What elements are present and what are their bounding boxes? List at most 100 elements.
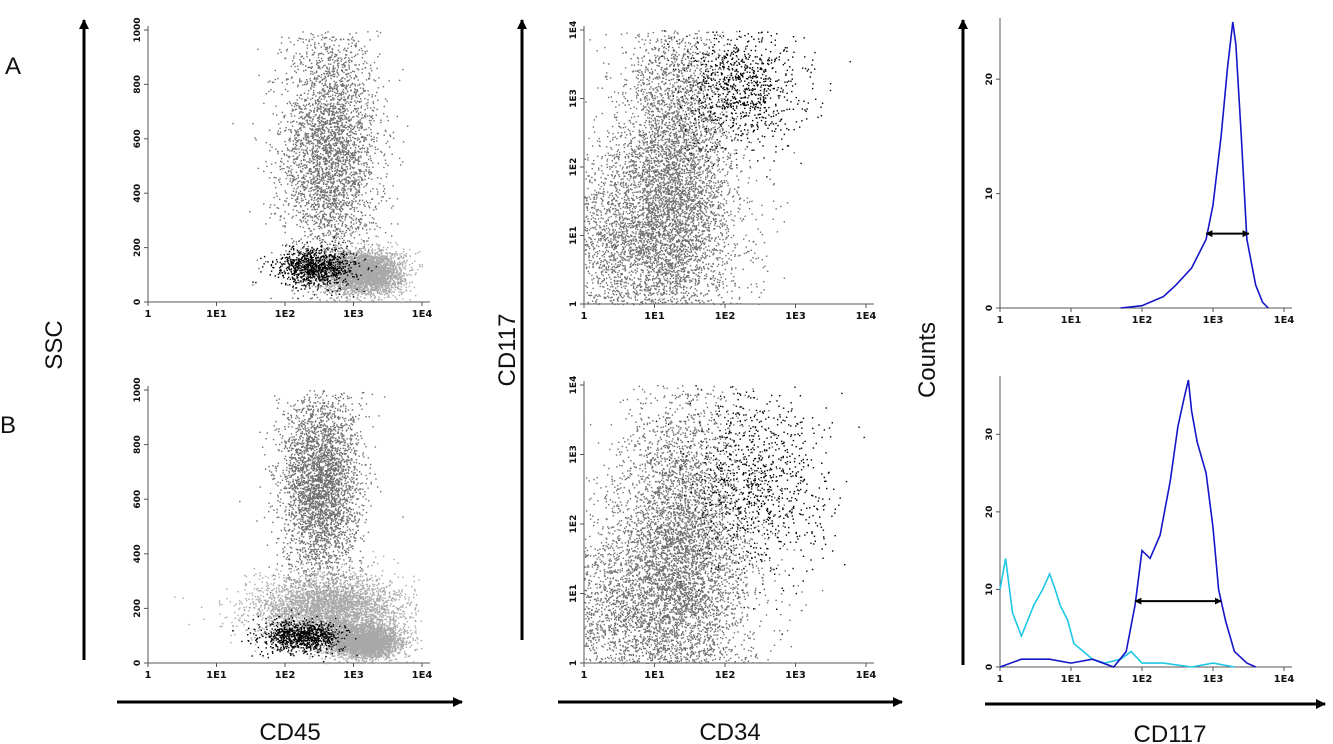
scatter-point [295, 171, 298, 173]
scatter-point [359, 171, 361, 173]
scatter-point [333, 211, 335, 213]
scatter-point [320, 130, 322, 132]
scatter-point [364, 205, 366, 207]
scatter-point [293, 102, 295, 105]
scatter-point [324, 189, 326, 191]
scatter-point [331, 167, 334, 169]
scatter-point [344, 224, 347, 226]
scatter-point [356, 90, 358, 93]
scatter-point [286, 243, 288, 246]
scatter-point [350, 51, 352, 53]
scatter-point [332, 198, 334, 200]
scatter-point [283, 163, 285, 165]
scatter-point [312, 177, 314, 180]
scatter-point [330, 168, 332, 170]
scatter-point [322, 239, 325, 241]
scatter-point [313, 176, 315, 179]
scatter-point [318, 165, 320, 167]
scatter-point [324, 81, 327, 83]
scatter-point [326, 243, 329, 246]
scatter-point [363, 140, 366, 142]
scatter-point [300, 248, 302, 250]
scatter-point [347, 60, 350, 62]
scatter-point [316, 131, 319, 133]
scatter-point [301, 242, 304, 244]
scatter-point [333, 70, 335, 72]
scatter-point [332, 143, 335, 146]
scatter-point [350, 204, 352, 207]
scatter-point [314, 46, 316, 48]
scatter-point [312, 203, 314, 206]
scatter-point [297, 140, 299, 143]
scatter-point [345, 54, 347, 56]
scatter-point [388, 284, 391, 287]
scatter-point [301, 181, 303, 183]
scatter-point [325, 214, 327, 216]
scatter-point [309, 173, 312, 175]
scatter-point [366, 154, 368, 156]
scatter-point [297, 68, 299, 71]
scatter-point [368, 166, 370, 169]
scatter-point [314, 155, 317, 157]
scatter-point [363, 204, 365, 206]
scatter-point [360, 238, 363, 241]
scatter-point [401, 275, 403, 278]
scatter-point [314, 215, 316, 217]
scatter-point [320, 226, 322, 228]
scatter-point [309, 59, 311, 61]
scatter-point [295, 130, 298, 132]
scatter-point [349, 101, 352, 103]
scatter-point [309, 149, 311, 152]
scatter-point [347, 38, 349, 41]
scatter-point [362, 117, 364, 119]
scatter-point [279, 178, 281, 180]
scatter-point [363, 139, 365, 142]
scatter-point [345, 88, 348, 90]
scatter-point [263, 170, 265, 173]
scatter-point [340, 120, 342, 122]
scatter-point [342, 141, 344, 144]
scatter-point [328, 131, 330, 134]
scatter-point [316, 139, 318, 141]
scatter-point [376, 137, 378, 139]
scatter-point [320, 241, 323, 243]
scatter-point [331, 117, 333, 120]
scatter-point [349, 131, 351, 133]
scatter-point [315, 182, 317, 184]
scatter-point [341, 77, 343, 79]
scatter-point [342, 93, 344, 96]
scatter-point [286, 154, 288, 156]
scatter-point [347, 72, 349, 75]
scatter-point [364, 116, 367, 118]
scatter-point [305, 145, 307, 147]
scatter-point [355, 93, 357, 96]
scatter-point [337, 49, 339, 52]
scatter-point [371, 299, 373, 301]
scatter-point [297, 39, 299, 42]
scatter-point [328, 168, 330, 171]
scatter-point [312, 162, 315, 165]
scatter-point [327, 186, 330, 188]
scatter-point [279, 165, 281, 168]
scatter-point [326, 180, 328, 183]
scatter-point [295, 199, 297, 201]
scatter-point [327, 173, 330, 175]
scatter-point [325, 152, 328, 154]
scatter-point [353, 181, 355, 183]
scatter-point [332, 176, 334, 178]
scatter-point [316, 160, 318, 162]
scatter-point [350, 225, 353, 227]
scatter-point [257, 167, 259, 170]
scatter-point [268, 129, 271, 131]
scatter-point [363, 246, 365, 248]
scatter-point [322, 206, 325, 208]
scatter-point [319, 223, 321, 225]
scatter-point [308, 141, 310, 143]
scatter-point [360, 218, 363, 221]
scatter-point [336, 150, 339, 152]
scatter-point [361, 82, 364, 85]
scatter-point [305, 250, 307, 253]
scatter-point [323, 232, 325, 235]
scatter-point [340, 93, 342, 95]
scatter-point [332, 181, 335, 184]
